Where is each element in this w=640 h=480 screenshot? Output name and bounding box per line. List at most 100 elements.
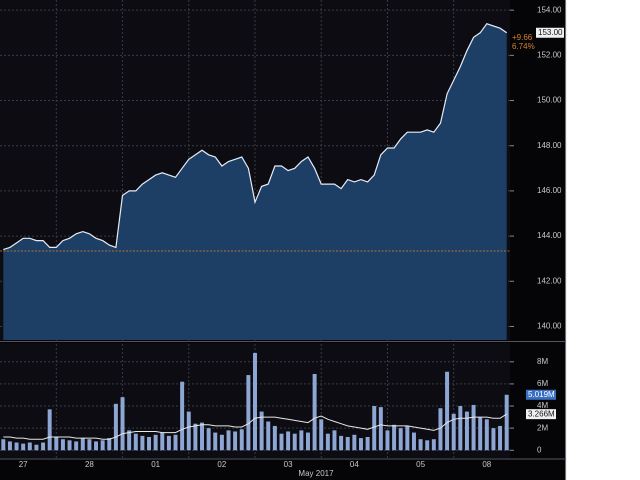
volume-bar bbox=[471, 404, 476, 451]
volume-bar bbox=[286, 431, 291, 451]
change-percent-label: 6.74% bbox=[512, 42, 535, 51]
price-area bbox=[3, 23, 507, 340]
volume-bar bbox=[445, 371, 450, 451]
volume-bar bbox=[398, 428, 403, 451]
volume-bar bbox=[411, 432, 416, 451]
volume-bar bbox=[21, 443, 26, 451]
volume-bar bbox=[173, 434, 178, 451]
volume-bar bbox=[87, 439, 92, 451]
volume-bar bbox=[272, 425, 277, 451]
y-tick-label: 150.00 bbox=[537, 96, 562, 105]
volume-bar bbox=[478, 417, 483, 451]
volume-last-label: 5.019M bbox=[528, 390, 555, 399]
volume-bar bbox=[67, 440, 72, 451]
volume-bar bbox=[74, 441, 79, 451]
y-tick-label: 0 bbox=[537, 445, 542, 454]
x-tick-label: 01 bbox=[151, 460, 160, 469]
volume-bar bbox=[385, 430, 390, 451]
volume-bar bbox=[100, 440, 105, 451]
volume-bar bbox=[41, 442, 46, 451]
volume-bar bbox=[107, 438, 112, 451]
volume-bar bbox=[219, 434, 224, 451]
volume-average-line bbox=[3, 413, 507, 440]
volume-bar bbox=[306, 432, 310, 451]
volume-bar bbox=[372, 406, 377, 451]
volume-bar bbox=[319, 419, 324, 451]
volume-bar bbox=[113, 403, 118, 451]
volume-bar bbox=[312, 373, 317, 451]
volume-bar bbox=[339, 435, 344, 451]
x-tick-label: 27 bbox=[19, 460, 28, 469]
volume-bar bbox=[358, 438, 363, 451]
volume-bar bbox=[392, 424, 397, 451]
volume-bar bbox=[94, 441, 99, 451]
volume-bar bbox=[438, 408, 443, 451]
volume-bar bbox=[14, 442, 19, 451]
volume-bar bbox=[186, 411, 191, 451]
volume-bar bbox=[1, 439, 6, 451]
volume-bar bbox=[425, 440, 430, 451]
volume-bar bbox=[200, 422, 204, 451]
volume-bar bbox=[206, 428, 211, 451]
y-tick-label: 142.00 bbox=[537, 276, 562, 285]
y-tick-label: 6M bbox=[537, 379, 548, 388]
volume-bar bbox=[140, 435, 145, 451]
volume-bar bbox=[418, 439, 423, 451]
last-price-label: 153.00 bbox=[538, 28, 563, 37]
average-last-label: 3.266M bbox=[528, 409, 555, 418]
volume-bar bbox=[332, 430, 337, 451]
y-tick-label: 154.00 bbox=[537, 5, 562, 14]
y-tick-label: 144.00 bbox=[537, 231, 562, 240]
volume-bar bbox=[405, 425, 410, 451]
side-area bbox=[566, 0, 640, 480]
volume-bar bbox=[299, 430, 304, 451]
volume-bar bbox=[226, 430, 231, 451]
volume-bar bbox=[498, 425, 503, 451]
volume-bar bbox=[458, 406, 463, 451]
x-tick-label: 02 bbox=[217, 460, 226, 469]
x-tick-label: 05 bbox=[416, 460, 425, 469]
volume-bar bbox=[292, 433, 297, 451]
volume-bar bbox=[345, 436, 350, 451]
volume-bar bbox=[246, 375, 251, 451]
last-price-box bbox=[536, 27, 564, 38]
volume-bar bbox=[491, 428, 496, 451]
y-tick-label: 2M bbox=[537, 423, 548, 432]
average-label-box bbox=[526, 409, 556, 420]
x-tick-label: 03 bbox=[284, 460, 293, 469]
volume-bar bbox=[60, 439, 65, 451]
x-axis-label: May 2017 bbox=[298, 469, 334, 478]
x-tick-label: 08 bbox=[482, 460, 491, 469]
volume-label-box bbox=[526, 389, 556, 400]
volume-bar bbox=[239, 429, 244, 451]
volume-bar bbox=[147, 436, 152, 451]
volume-bar bbox=[504, 394, 509, 451]
volume-bar bbox=[193, 423, 198, 451]
y-tick-label: 152.00 bbox=[537, 50, 562, 59]
volume-bar bbox=[166, 435, 171, 451]
volume-bar bbox=[34, 444, 39, 451]
volume-bar bbox=[7, 441, 12, 451]
volume-bar bbox=[484, 419, 489, 451]
volume-bar bbox=[180, 381, 185, 451]
y-tick-label: 8M bbox=[537, 357, 548, 366]
volume-bar bbox=[233, 431, 238, 451]
y-tick-label: 140.00 bbox=[537, 322, 562, 331]
y-tick-label: 146.00 bbox=[537, 186, 562, 195]
volume-bar bbox=[213, 432, 218, 451]
volume-bar bbox=[365, 436, 370, 451]
volume-bar bbox=[259, 411, 264, 451]
volume-bar bbox=[451, 413, 456, 451]
volume-bar bbox=[253, 352, 257, 451]
volume-bar bbox=[279, 433, 284, 451]
volume-bar bbox=[133, 433, 138, 451]
x-tick-label: 04 bbox=[350, 460, 359, 469]
volume-bar bbox=[80, 438, 85, 451]
y-tick-label: 148.00 bbox=[537, 141, 562, 150]
volume-bar bbox=[120, 397, 125, 451]
volume-bar bbox=[266, 421, 271, 451]
volume-bar bbox=[378, 407, 383, 451]
volume-bar bbox=[352, 434, 357, 451]
y-tick-label: 4M bbox=[537, 401, 548, 410]
